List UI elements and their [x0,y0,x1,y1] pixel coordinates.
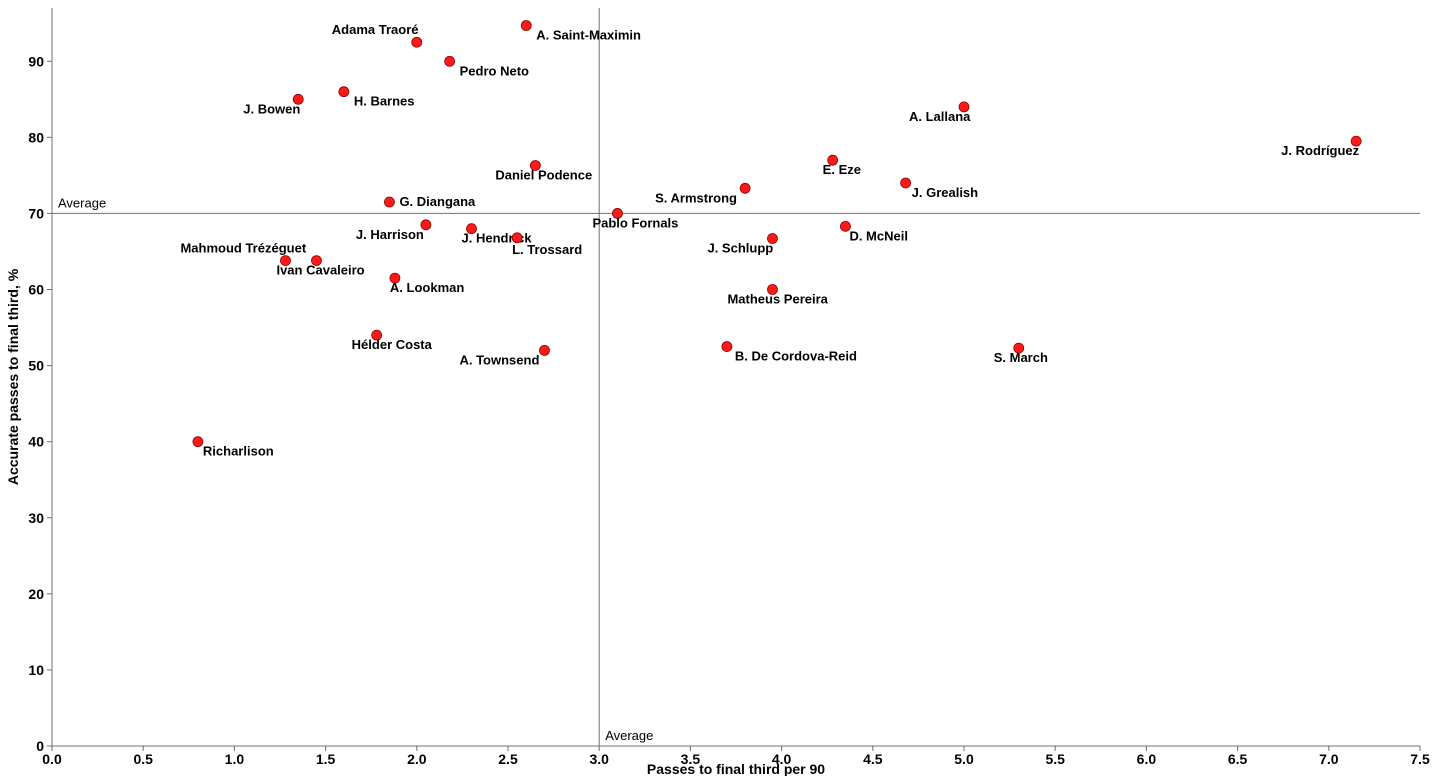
data-point-label: A. Townsend [459,352,539,367]
data-point-label: Mahmoud Trézéguet [180,241,306,256]
avg-y-label: Average [58,195,106,210]
data-point [339,87,349,97]
data-point-label: J. Harrison [356,227,424,242]
data-point-label: J. Bowen [243,101,300,116]
scatter-chart: 0.00.51.01.52.02.53.03.54.04.55.05.56.06… [0,0,1432,776]
data-point-label: J. Schlupp [707,241,773,256]
data-point [412,37,422,47]
data-point [740,183,750,193]
data-point-label: J. Grealish [912,185,979,200]
y-tick-label: 40 [28,434,44,450]
chart-svg: 0.00.51.01.52.02.53.03.54.04.55.05.56.06… [0,0,1432,776]
x-tick-label: 2.5 [498,751,518,767]
x-tick-label: 2.0 [407,751,427,767]
data-point-label: S. Armstrong [655,190,737,205]
avg-x-label: Average [605,728,653,743]
data-point-label: D. McNeil [849,228,908,243]
x-tick-label: 6.5 [1228,751,1248,767]
x-tick-label: 0.0 [42,751,62,767]
x-tick-label: 0.5 [133,751,153,767]
data-point-label: Pedro Neto [460,63,529,78]
x-tick-label: 1.5 [316,751,336,767]
data-point-label: A. Saint-Maximin [536,27,641,42]
x-tick-label: 4.5 [863,751,883,767]
x-tick-label: 7.5 [1410,751,1430,767]
data-point-label: H. Barnes [354,94,415,109]
data-point [384,197,394,207]
data-point-label: Daniel Podence [495,167,592,182]
data-point-label: E. Eze [823,162,861,177]
data-point-label: Ivan Cavaleiro [276,263,364,278]
data-point-label: S. March [994,350,1048,365]
data-point [193,437,203,447]
data-point [521,20,531,30]
y-tick-label: 0 [36,738,44,754]
x-axis-label: Passes to final third per 90 [647,761,825,776]
y-tick-label: 90 [28,53,44,69]
data-point-label: Adama Traoré [332,22,419,37]
x-tick-label: 7.0 [1319,751,1339,767]
data-point-label: J. Rodríguez [1281,143,1360,158]
y-tick-label: 10 [28,662,44,678]
data-point-label: A. Lookman [390,280,464,295]
x-tick-label: 6.0 [1137,751,1157,767]
data-point-label: Hélder Costa [352,337,433,352]
x-tick-label: 5.0 [954,751,974,767]
data-point-label: Pablo Fornals [592,215,678,230]
data-point-label: G. Diangana [399,194,476,209]
data-point-label: Richarlison [203,444,274,459]
data-point-label: Matheus Pereira [727,292,828,307]
y-tick-label: 30 [28,510,44,526]
y-tick-label: 70 [28,205,44,221]
x-tick-label: 1.0 [225,751,245,767]
y-tick-label: 60 [28,282,44,298]
data-point-label: B. De Cordova-Reid [735,349,857,364]
data-point [445,56,455,66]
x-tick-label: 3.0 [589,751,609,767]
y-tick-label: 20 [28,586,44,602]
y-tick-label: 50 [28,358,44,374]
x-tick-label: 5.5 [1045,751,1065,767]
data-point-label: L. Trossard [512,242,582,257]
data-point-label: A. Lallana [909,109,971,124]
data-point [901,178,911,188]
data-point [539,345,549,355]
data-point [722,342,732,352]
y-axis-label: Accurate passes to final third, % [5,268,21,485]
y-tick-label: 80 [28,129,44,145]
